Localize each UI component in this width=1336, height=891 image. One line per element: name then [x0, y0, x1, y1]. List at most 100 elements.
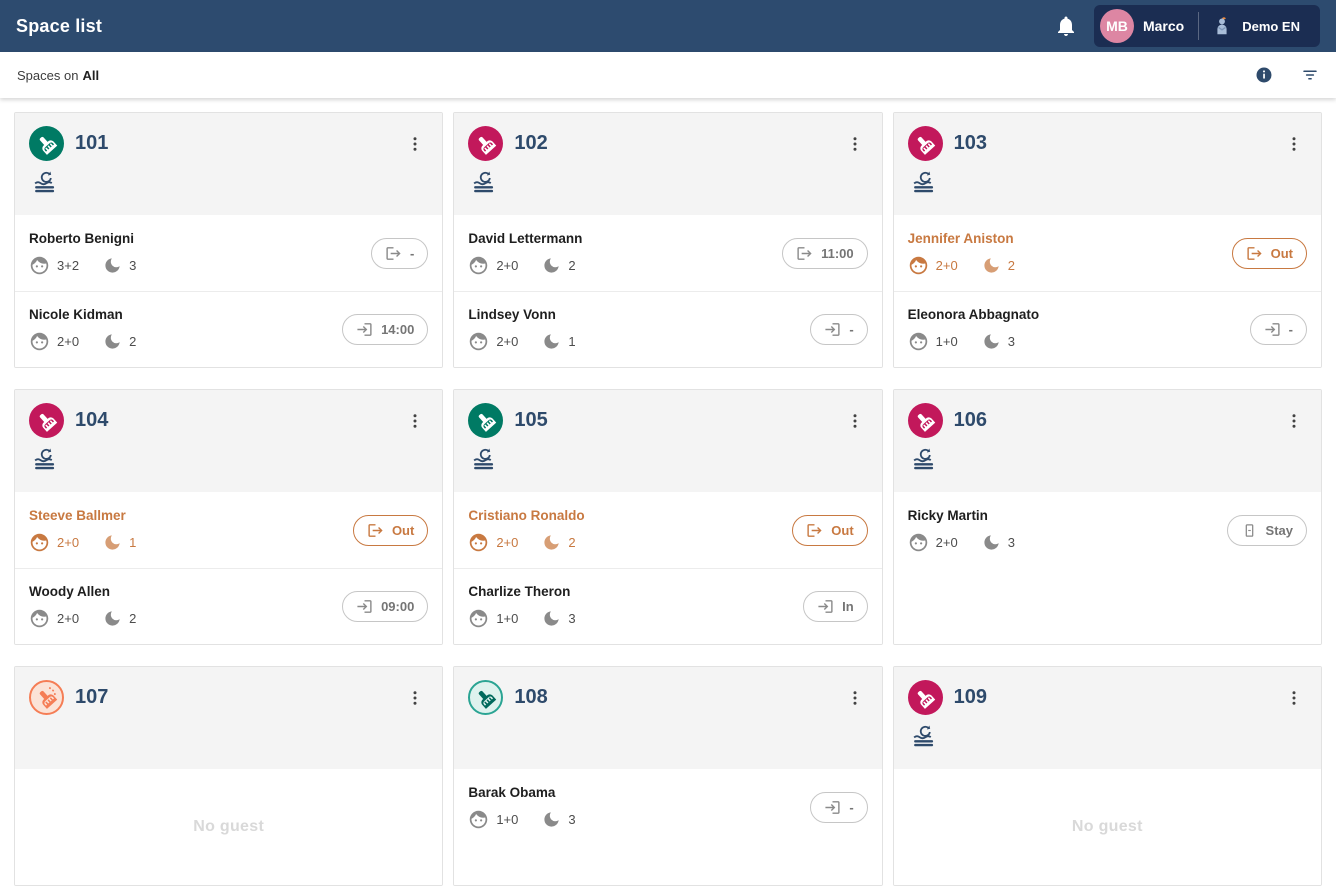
card-menu-button[interactable] [1281, 685, 1307, 711]
no-guest-label: No guest [193, 818, 265, 835]
nights-count: 3 [103, 256, 136, 275]
moon-icon [105, 334, 120, 349]
space-card-body: David Lettermann 2+0 2 11:00 Lindsey Von… [454, 215, 882, 367]
guest-face-icon [470, 533, 488, 551]
checkin-button[interactable]: 14:00 [342, 314, 429, 345]
guest-face-icon [909, 256, 927, 274]
guest-name: Woody Allen [29, 584, 110, 599]
guest-count-value: 2+0 [935, 257, 958, 273]
space-card-header: 105 [454, 390, 882, 492]
guest-face-icon [30, 332, 49, 351]
space-card: 107 No guest [14, 666, 444, 886]
bell-icon [1057, 16, 1074, 36]
kebab-icon [853, 690, 857, 705]
nights-count-value: 2 [129, 334, 137, 349]
nights-count-value: 2 [568, 257, 576, 273]
action-label: 09:00 [381, 599, 415, 614]
property-selector-button[interactable]: Demo EN [1199, 5, 1316, 47]
stay-button[interactable]: Stay [1226, 514, 1307, 546]
notifications-button[interactable] [1054, 14, 1078, 38]
broom-icon [39, 136, 57, 155]
linen-change-icon [31, 170, 58, 195]
checkin-button[interactable]: - [1249, 314, 1307, 345]
action-label: Out [831, 522, 854, 538]
card-menu-button[interactable] [1281, 131, 1307, 157]
nights-count-value: 2 [129, 611, 137, 626]
guest-face-icon [470, 256, 488, 274]
checkout-icon [1247, 246, 1262, 260]
checkin-icon [357, 323, 372, 336]
space-card-header: 107 [15, 667, 443, 769]
card-menu-button[interactable] [842, 131, 868, 157]
guest-name: Lindsey Vonn [468, 307, 556, 322]
avatar: MB [1099, 9, 1134, 43]
nights-count-value: 3 [1007, 534, 1015, 550]
checkout-button[interactable]: 11:00 [782, 237, 868, 269]
guest-row: Lindsey Vonn 2+0 1 - [454, 291, 882, 367]
guest-count: 2+0 [468, 255, 518, 276]
guest-name: Nicole Kidman [29, 307, 123, 322]
guest-row: David Lettermann 2+0 2 11:00 [454, 215, 881, 291]
nights-count: 1 [103, 533, 136, 552]
checkout-icon [807, 523, 822, 537]
card-menu-button[interactable] [842, 408, 868, 434]
room-number: 101 [75, 132, 109, 154]
space-card-body: Jennifer Aniston 2+0 2 Out Eleonora Abba… [893, 215, 1321, 367]
action-label: Stay [1265, 522, 1293, 538]
nights-count: 2 [542, 533, 576, 552]
checkout-button[interactable]: Out [792, 514, 868, 546]
info-button[interactable] [1255, 66, 1273, 84]
nights-count-value: 3 [568, 611, 576, 626]
broom-icon [917, 413, 936, 432]
housekeeping-status-clean-icon [29, 126, 64, 161]
guest-face-icon [30, 256, 49, 274]
guest-count: 3+2 [29, 255, 79, 276]
space-card: 108 Barak Obama [453, 666, 883, 886]
checkin-button[interactable]: In [803, 591, 868, 622]
guest-row: Cristiano Ronaldo 2+0 2 Out [454, 492, 881, 568]
checkout-button[interactable]: Out [1231, 237, 1307, 269]
user-name: Marco [1142, 18, 1185, 34]
guest-count: 2+0 [29, 532, 79, 553]
card-menu-button[interactable] [842, 685, 868, 711]
nights-count-value: 1 [129, 534, 137, 550]
broom-icon [478, 413, 497, 432]
guest-name: Jennifer Aniston [907, 230, 1014, 246]
checkout-icon [368, 523, 383, 537]
spaces-filter-label: Spaces on All [17, 68, 99, 83]
checkin-button[interactable]: - [810, 314, 868, 345]
checkin-icon [818, 600, 833, 613]
card-menu-button[interactable] [1281, 408, 1307, 434]
card-menu-button[interactable] [402, 131, 428, 157]
linen-change-icon [910, 447, 937, 472]
guest-face-icon [30, 533, 49, 551]
linen-change-icon [31, 447, 58, 472]
space-card: 103 Jennifer Aniston [892, 112, 1322, 368]
checkout-button[interactable]: Out [352, 514, 429, 546]
space-card-header: 106 [893, 390, 1321, 492]
filter-button[interactable] [1301, 66, 1319, 84]
guest-count: 2+0 [908, 255, 958, 276]
card-menu-button[interactable] [402, 685, 428, 711]
housekeeping-status-inspected-icon [468, 680, 504, 715]
checkin-button[interactable]: - [810, 791, 868, 823]
checkin-icon [357, 600, 372, 613]
guest-face-icon [909, 533, 927, 551]
guest-row: Eleonora Abbagnato 1+0 3 - [893, 291, 1321, 367]
broom-icon [39, 413, 57, 432]
guest-name: Barak Obama [468, 784, 556, 800]
checkin-button[interactable]: 09:00 [342, 591, 429, 622]
card-menu-button[interactable] [402, 408, 428, 434]
user-menu-button[interactable]: MB Marco [1098, 5, 1198, 47]
broom-icon [917, 136, 936, 155]
nights-count: 1 [542, 332, 576, 351]
guest-count: 2+0 [468, 532, 518, 553]
checkout-button[interactable]: - [370, 237, 429, 269]
toolbar: Spaces on All [0, 52, 1336, 98]
moon-icon [544, 334, 560, 349]
stay-icon [1245, 523, 1253, 537]
housekeeping-status-dirty-icon [29, 403, 64, 438]
nights-count: 2 [982, 256, 1015, 275]
kebab-icon [1292, 413, 1296, 428]
guest-count: 2+0 [908, 532, 958, 553]
